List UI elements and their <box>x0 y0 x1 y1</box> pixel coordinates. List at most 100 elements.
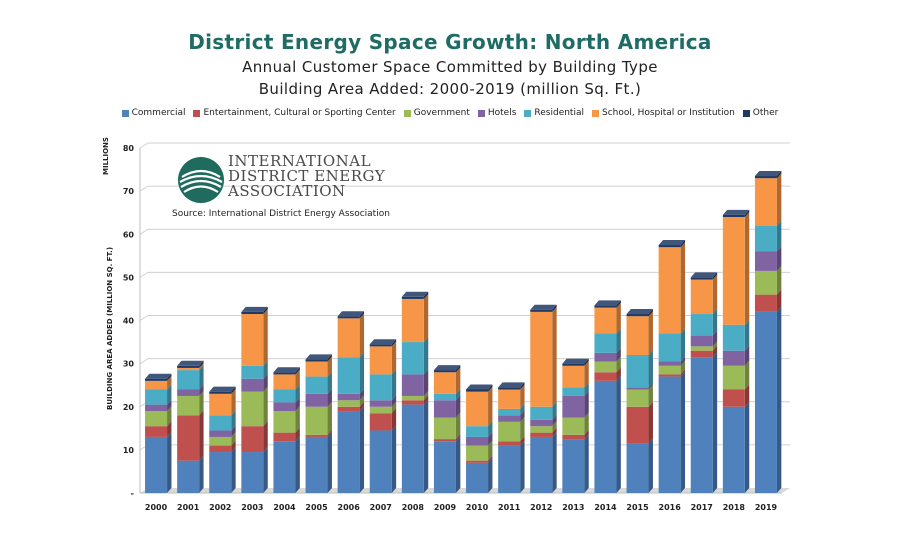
bar-segment-residential-2017 <box>690 314 713 336</box>
source-note: Source: International District Energy As… <box>172 209 390 219</box>
bar-side-entertainment-2009 <box>455 434 461 442</box>
bar-side-other-2007 <box>391 339 397 347</box>
bar-side-residential-2013 <box>584 382 589 396</box>
bar-side-hotels-2014 <box>616 347 621 362</box>
bar-segment-entertainment-2006 <box>337 406 360 412</box>
bar-side-residential-2011 <box>520 403 525 416</box>
bar-side-other-2002 <box>231 386 236 394</box>
bar-side-government-2010 <box>488 440 493 461</box>
bar-top-2003 <box>241 306 268 312</box>
bar-top-2018 <box>722 209 750 215</box>
bar-segment-hotels-2004 <box>273 402 296 412</box>
bar-side-government-2001 <box>199 390 204 416</box>
bar-segment-government-2003 <box>241 391 264 427</box>
bar-segment-other-2001 <box>177 365 200 368</box>
bar-segment-residential-2014 <box>594 333 617 353</box>
logo-line-2: DISTRICT ENERGY <box>228 167 386 185</box>
bar-segment-school-2003 <box>241 314 264 366</box>
bar-segment-other-2003 <box>241 311 264 315</box>
bar-side-school-2012 <box>552 306 557 407</box>
bar-top-2006 <box>337 311 365 317</box>
y-tick-label: 30 <box>123 360 135 369</box>
bar-side-commercial-2000 <box>167 431 172 493</box>
bar-side-commercial-2012 <box>552 431 557 493</box>
bar-segment-hotels-2019 <box>754 251 777 271</box>
bar-side-school-2010 <box>488 386 493 427</box>
bar-side-commercial-2001 <box>199 455 204 493</box>
bar-segment-entertainment-2001 <box>177 415 200 461</box>
y-tick-label: 10 <box>123 446 135 455</box>
bar-side-hotels-2015 <box>648 382 653 390</box>
bar-side-entertainment-2019 <box>776 289 782 312</box>
bar-side-school-2006 <box>359 313 365 358</box>
bar-side-hotels-2010 <box>488 431 493 446</box>
bar-side-hotels-2009 <box>455 395 461 418</box>
legend-swatch <box>403 109 411 117</box>
bar-segment-other-2008 <box>401 296 424 299</box>
bar-segment-commercial-2008 <box>401 404 424 493</box>
bar-side-school-2014 <box>616 302 621 334</box>
bar-side-government-2017 <box>712 341 718 351</box>
bar-segment-hotels-2011 <box>498 415 521 422</box>
x-tick-label-2012: 2012 <box>530 503 552 512</box>
bar-segment-entertainment-2007 <box>369 413 392 431</box>
bar-side-other-2018 <box>744 209 750 217</box>
bar-segment-commercial-2016 <box>658 376 681 493</box>
y-tick-label: 50 <box>123 273 135 282</box>
chart-subtitle-1: Annual Customer Space Committed by Build… <box>242 58 658 76</box>
bar-segment-other-2015 <box>626 314 649 317</box>
gridline-depth <box>139 271 149 278</box>
bar-segment-government-2015 <box>626 389 649 407</box>
bar-side-other-2001 <box>199 360 204 368</box>
bar-segment-commercial-2003 <box>241 452 264 493</box>
bar-segment-residential-2012 <box>530 406 553 420</box>
bar-segment-residential-2004 <box>273 389 296 403</box>
bar-side-government-2007 <box>391 401 397 414</box>
bar-side-commercial-2019 <box>776 306 782 493</box>
bar-segment-school-2019 <box>754 178 777 226</box>
bar-segment-entertainment-2011 <box>498 441 521 446</box>
bar-side-entertainment-2017 <box>712 345 718 358</box>
bar-top-2009 <box>433 365 461 371</box>
bar-segment-school-2007 <box>369 346 392 375</box>
bar-top-2005 <box>305 354 332 360</box>
bar-segment-entertainment-2014 <box>594 372 617 381</box>
bar-side-government-2000 <box>167 406 172 427</box>
bar-side-commercial-2011 <box>520 440 525 493</box>
bar-segment-entertainment-2019 <box>754 294 777 312</box>
legend-swatch <box>477 109 485 117</box>
bar-side-school-2005 <box>327 356 332 377</box>
bar-side-other-2013 <box>584 358 589 366</box>
legend-item-hotels: Hotels <box>477 108 516 118</box>
legend-item-government: Government <box>403 108 470 118</box>
bar-side-residential-2000 <box>167 384 172 405</box>
bar-top-2001 <box>177 360 204 366</box>
bar-segment-other-2016 <box>658 245 681 248</box>
bar-side-hotels-2004 <box>295 397 300 412</box>
bar-side-government-2011 <box>520 416 525 442</box>
bar-side-school-2008 <box>423 293 429 343</box>
bar-side-other-2009 <box>455 365 461 373</box>
x-tick-label-2017: 2017 <box>691 503 713 512</box>
bar-side-entertainment-2011 <box>520 436 525 446</box>
bar-side-residential-2014 <box>616 328 621 353</box>
bar-segment-other-2014 <box>594 305 617 308</box>
y-tick-label: 70 <box>123 187 135 196</box>
bar-segment-other-2010 <box>466 389 489 392</box>
bar-side-other-2008 <box>423 291 429 299</box>
bar-side-residential-2010 <box>488 421 493 437</box>
legend-swatch <box>524 109 532 117</box>
bar-segment-school-2000 <box>145 380 168 390</box>
bar-segment-commercial-2001 <box>177 460 200 493</box>
bar-segment-government-2004 <box>273 411 296 433</box>
bar-segment-hotels-2001 <box>177 389 200 396</box>
bar-segment-entertainment-2004 <box>273 432 296 442</box>
bar-side-commercial-2009 <box>455 436 461 493</box>
bar-segment-other-2017 <box>690 277 713 280</box>
bar-segment-school-2012 <box>530 311 553 407</box>
bar-side-government-2004 <box>295 406 300 433</box>
bar-segment-hotels-2014 <box>594 352 617 362</box>
bar-segment-commercial-2006 <box>337 411 360 493</box>
bar-segment-residential-2018 <box>722 324 745 351</box>
bar-side-school-2016 <box>680 242 686 334</box>
